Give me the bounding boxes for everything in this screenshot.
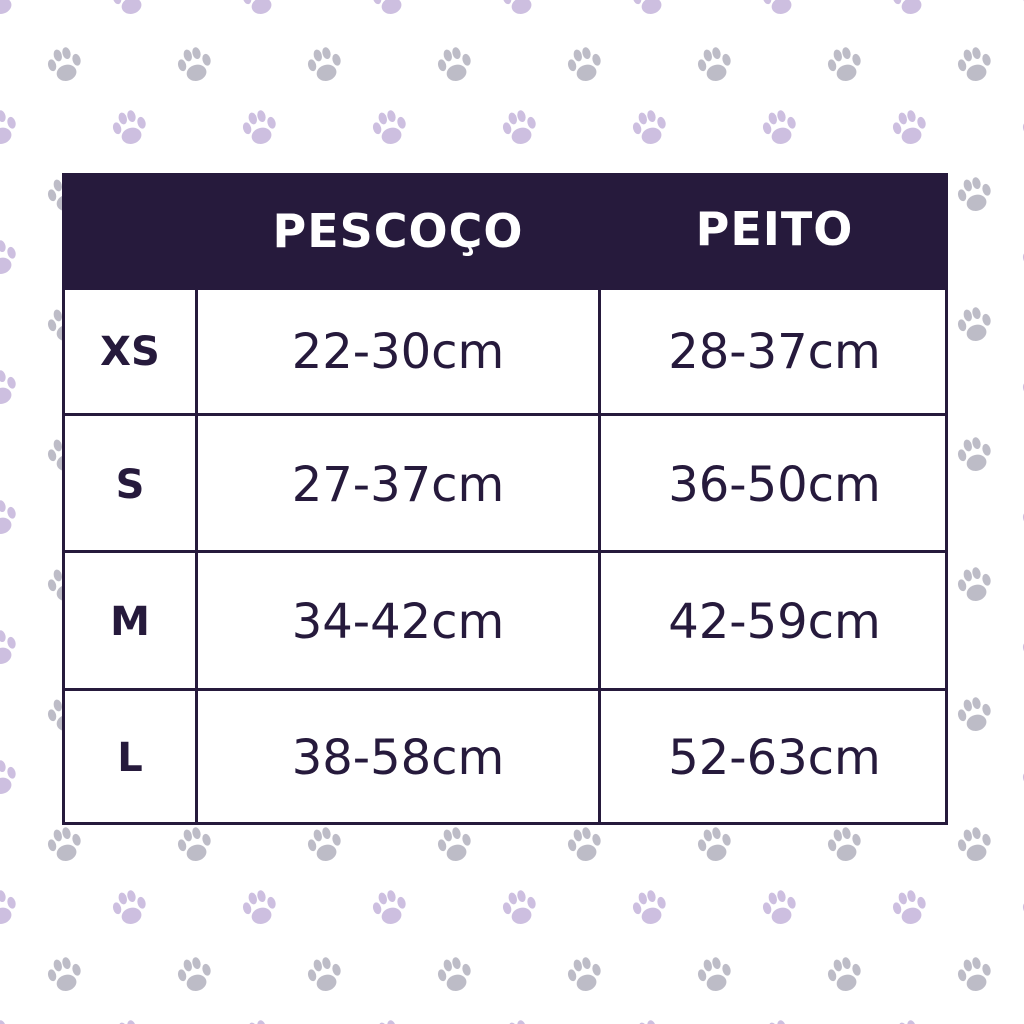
paw-print-icon: [0, 890, 16, 924]
paw-print-icon: [112, 0, 142, 14]
paw-print-icon: [437, 957, 471, 991]
paw-print-icon: [1022, 902, 1024, 915]
paw-print-icon: [827, 47, 861, 81]
paw-print-icon: [762, 890, 796, 924]
chest-value: 28-37cm: [668, 323, 881, 380]
table-header: PESCOÇO PEITO: [65, 176, 945, 290]
paw-print-icon: [957, 177, 991, 211]
paw-print-icon: [632, 110, 666, 144]
paw-print-icon: [892, 110, 926, 144]
paw-print-icon: [762, 0, 792, 14]
column-divider: [598, 176, 601, 822]
paw-print-icon: [638, 1020, 656, 1024]
paw-print-icon: [1020, 1017, 1024, 1024]
paw-print-icon: [307, 957, 341, 991]
neck-value: 22-30cm: [291, 323, 505, 380]
neck-value: 38-58cm: [291, 730, 505, 786]
chest-value: 42-59cm: [668, 594, 881, 650]
neck-value: 27-37cm: [291, 456, 505, 513]
paw-print-icon: [502, 890, 536, 924]
paw-print-icon: [957, 307, 991, 341]
paw-print-icon: [47, 827, 81, 861]
size-label: XS: [100, 328, 160, 375]
paw-print-icon: [957, 567, 991, 601]
paw-print-icon: [632, 0, 662, 14]
paw-print-icon: [248, 1020, 266, 1024]
paw-print-icon: [502, 0, 532, 14]
paw-print-icon: [1022, 772, 1024, 785]
paw-print-icon: [898, 1020, 916, 1024]
row-divider: [65, 688, 945, 691]
paw-print-icon: [307, 47, 341, 81]
row-divider: [65, 413, 945, 416]
paw-print-icon: [307, 827, 341, 861]
paw-print-icon: [957, 437, 991, 471]
paw-print-icon: [47, 47, 81, 81]
paw-print-icon: [762, 110, 796, 144]
paw-print-icon: [1022, 252, 1024, 265]
paw-print-icon: [177, 957, 211, 991]
paw-print-icon: [0, 110, 16, 144]
paw-print-icon: [892, 0, 922, 14]
paw-print-icon: [437, 827, 471, 861]
header-neck: PESCOÇO: [272, 204, 524, 258]
paw-print-icon: [632, 890, 666, 924]
paw-print-icon: [437, 47, 471, 81]
paw-print-icon: [372, 0, 402, 14]
paw-print-icon: [827, 827, 861, 861]
paw-print-icon: [0, 240, 16, 274]
paw-print-icon: [118, 1020, 136, 1024]
paw-print-icon: [1022, 0, 1024, 5]
size-label: L: [117, 735, 143, 781]
paw-print-icon: [372, 890, 406, 924]
paw-print-icon: [768, 1020, 786, 1024]
paw-print-icon: [502, 110, 536, 144]
paw-print-icon: [1022, 122, 1024, 135]
paw-print-icon: [47, 957, 81, 991]
column-divider: [195, 176, 198, 822]
paw-print-icon: [0, 370, 16, 404]
paw-print-icon: [242, 0, 272, 14]
paw-print-icon: [0, 500, 16, 534]
paw-print-icon: [697, 957, 731, 991]
paw-print-icon: [0, 760, 16, 794]
paw-print-icon: [0, 0, 12, 14]
size-label: M: [110, 599, 150, 645]
paw-print-icon: [697, 47, 731, 81]
paw-print-icon: [177, 47, 211, 81]
size-label: S: [115, 461, 145, 508]
paw-print-icon: [242, 110, 276, 144]
paw-print-icon: [892, 890, 926, 924]
paw-print-icon: [0, 630, 16, 664]
paw-print-icon: [957, 47, 991, 81]
row-divider: [65, 550, 945, 553]
paw-print-icon: [957, 957, 991, 991]
paw-print-icon: [1022, 642, 1024, 655]
paw-print-icon: [957, 697, 991, 731]
paw-print-icon: [567, 47, 601, 81]
chest-value: 52-63cm: [668, 730, 881, 786]
paw-print-icon: [0, 1020, 6, 1024]
paw-print-icon: [1022, 512, 1024, 525]
header-chest: PEITO: [695, 201, 854, 256]
paw-print-icon: [378, 1020, 396, 1024]
size-chart-table: PESCOÇO PEITO XS 22-30cm 28-37cm S 27-37cm 36…: [62, 173, 948, 825]
paw-print-icon: [957, 827, 991, 861]
paw-print-icon: [697, 827, 731, 861]
paw-print-icon: [177, 827, 211, 861]
paw-print-icon: [242, 890, 276, 924]
paw-print-icon: [1022, 382, 1024, 395]
paw-print-icon: [508, 1020, 526, 1024]
paw-print-icon: [372, 110, 406, 144]
neck-value: 34-42cm: [291, 594, 505, 650]
paw-print-icon: [567, 957, 601, 991]
paw-print-icon: [112, 110, 146, 144]
paw-print-icon: [827, 957, 861, 991]
paw-print-icon: [567, 827, 601, 861]
paw-print-icon: [112, 890, 146, 924]
chest-value: 36-50cm: [668, 456, 881, 513]
